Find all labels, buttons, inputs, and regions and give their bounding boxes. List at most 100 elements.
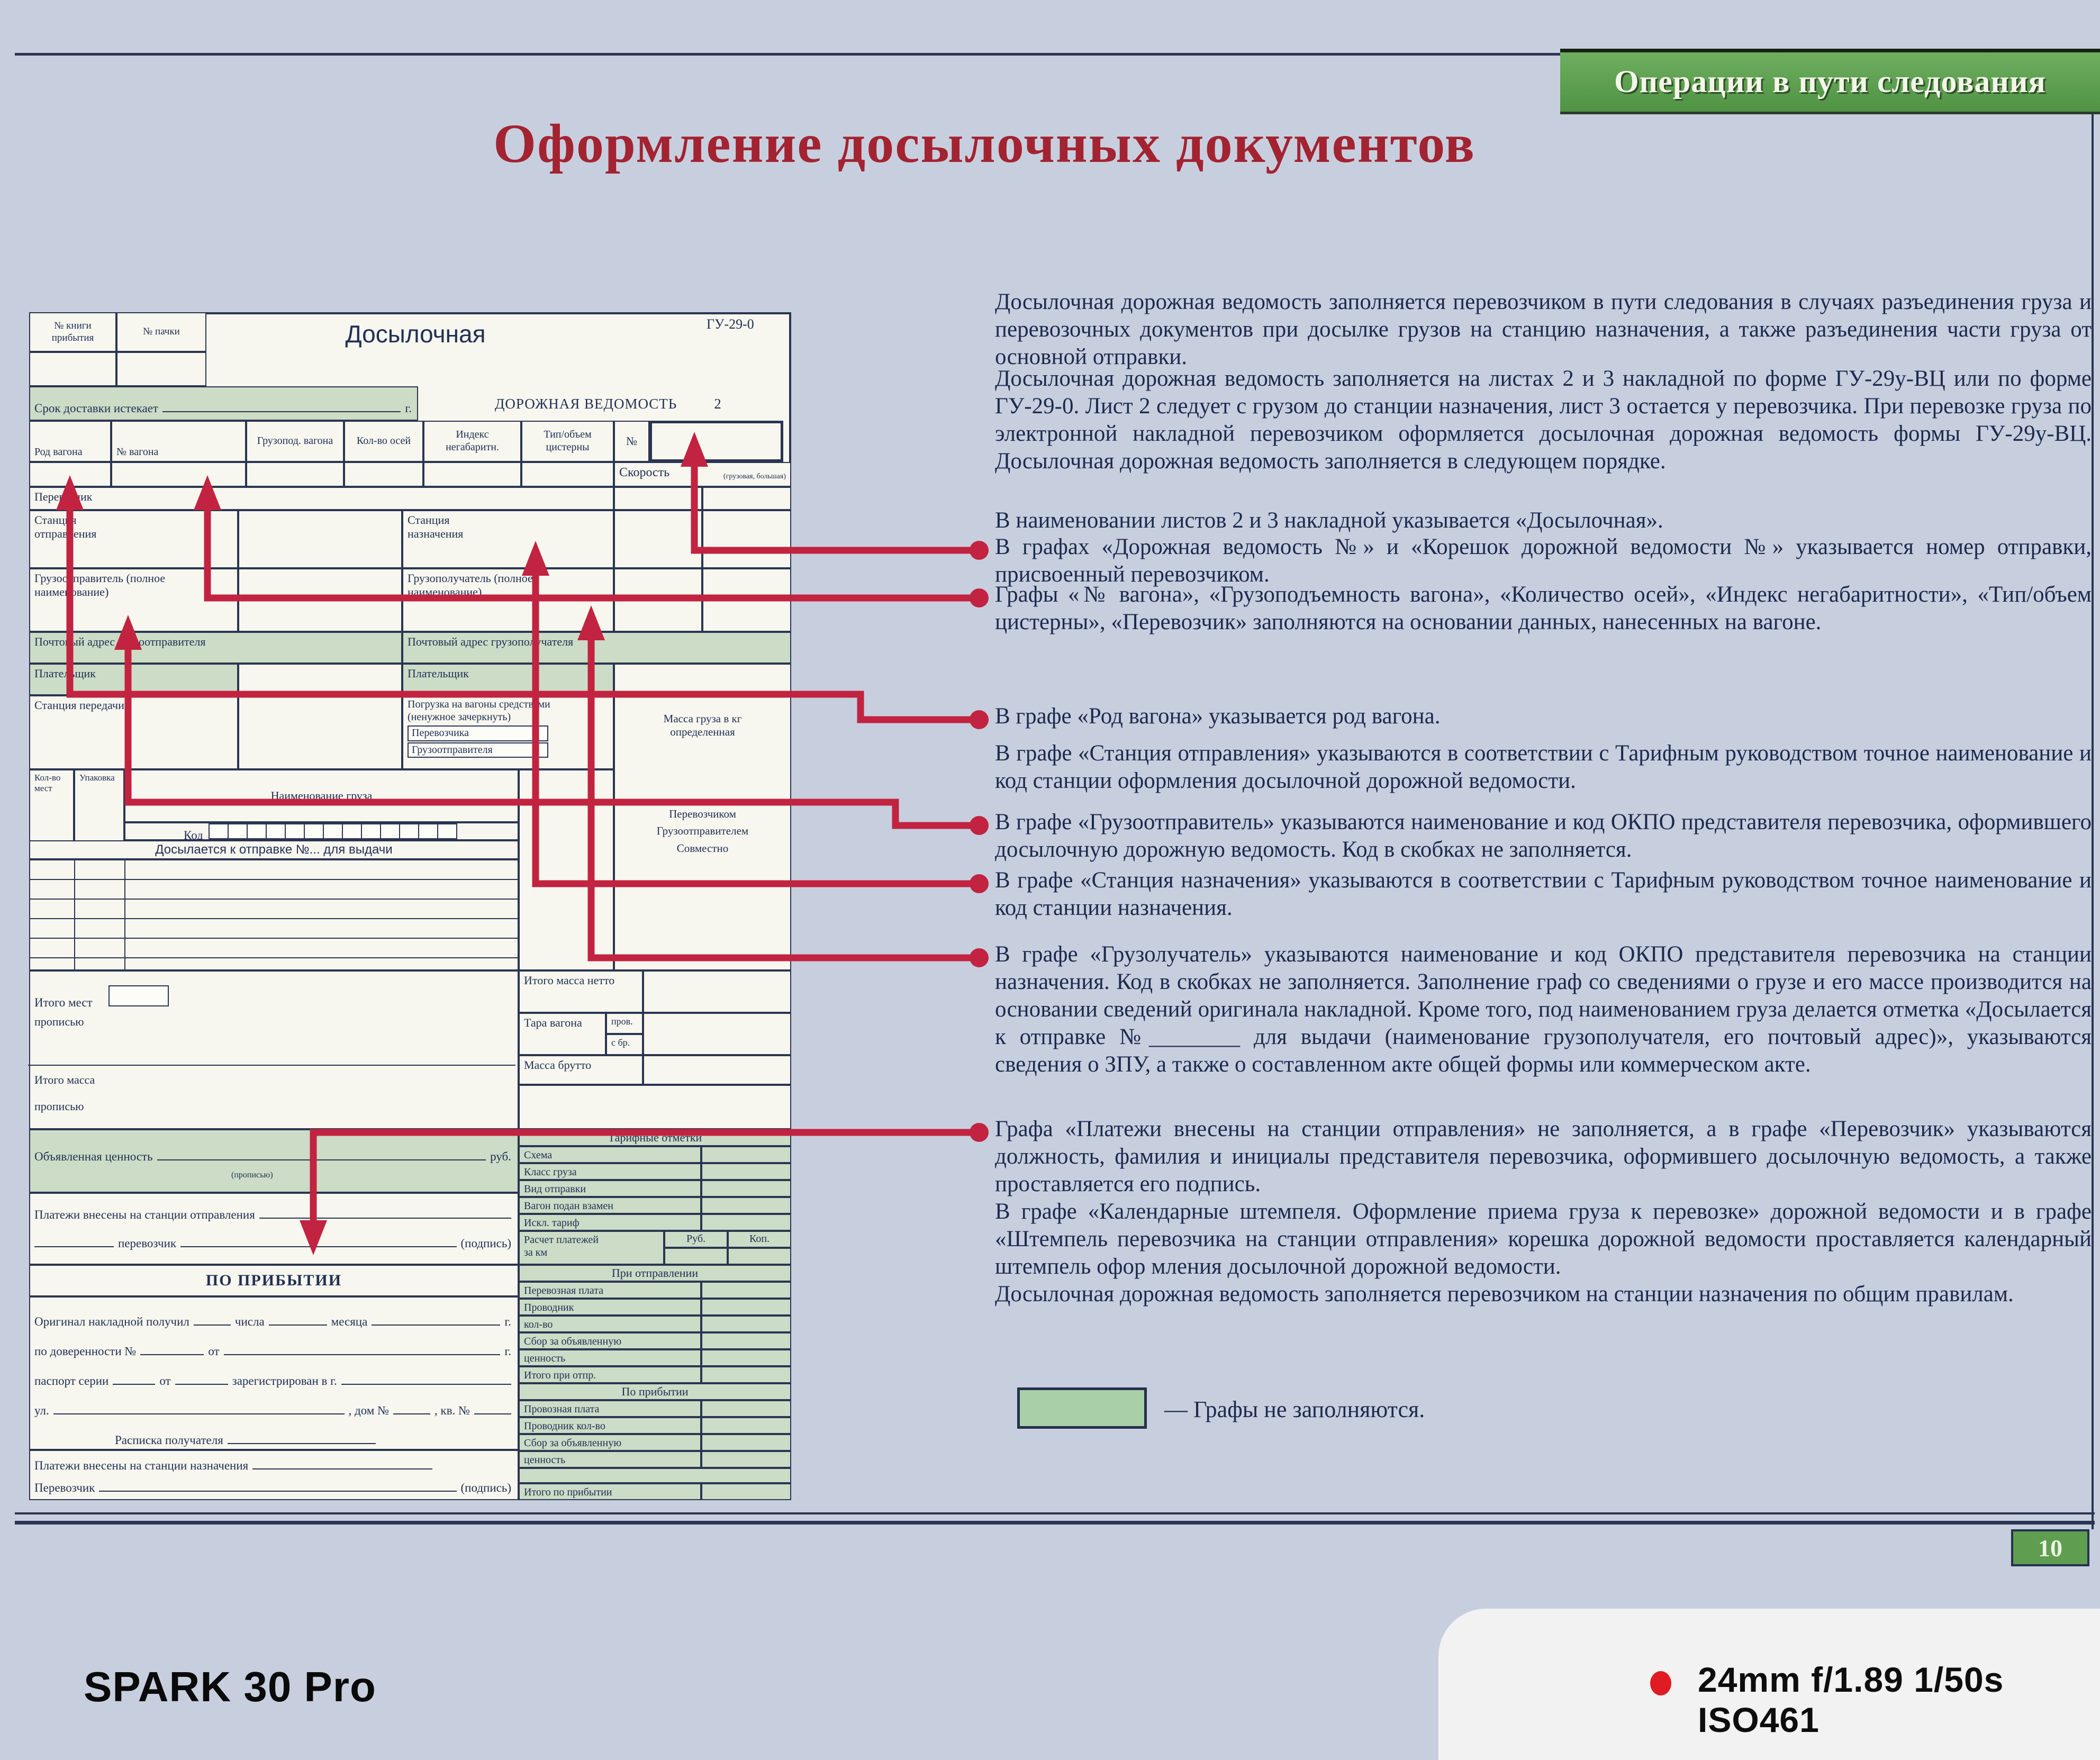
form-mass-by-carrier: Перевозчиком bbox=[669, 807, 736, 820]
form-rub-label: руб. bbox=[490, 1150, 511, 1163]
form-cell-empty bbox=[701, 1146, 791, 1163]
form-cell-empty bbox=[701, 1214, 791, 1231]
form-tare: Тара вагона bbox=[519, 1013, 606, 1055]
blank-line bbox=[113, 1372, 156, 1385]
form-arrival-declared-fee: Сбор за объявленную bbox=[519, 1434, 701, 1451]
form-cell-empty bbox=[614, 510, 702, 568]
form-cell-empty bbox=[701, 1282, 791, 1299]
form-cell-empty bbox=[423, 462, 521, 487]
form-goods-rows bbox=[29, 859, 519, 978]
blank-line bbox=[140, 1342, 204, 1355]
form-mass-title: Масса груза в кг bbox=[663, 712, 742, 725]
form-original-received: Оригинал накладной получил bbox=[34, 1315, 189, 1328]
form-payer-right: Плательщик bbox=[402, 664, 614, 695]
paragraph-naming: В наименовании листов 2 и 3 накладной ук… bbox=[995, 508, 1663, 533]
form-tare-sbr: с бр. bbox=[606, 1034, 643, 1055]
form-cell-empty bbox=[519, 1085, 791, 1129]
paragraph-stamps: В графе «Календарные штемпеля. Оформлени… bbox=[995, 1199, 2092, 1279]
form-arrival-declared-fee-2: ценность bbox=[519, 1451, 701, 1468]
form-conductor: Проводник bbox=[519, 1299, 701, 1316]
paragraph-dest-fill: Досылочная дорожная ведомость заполняетс… bbox=[995, 1282, 2014, 1307]
form-receipt-label: Расписка получателя bbox=[115, 1434, 223, 1447]
form-col-index: Индекс негабаритн. bbox=[423, 421, 521, 462]
blank-line bbox=[180, 1234, 457, 1247]
goods-divider bbox=[124, 860, 125, 973]
form-loading-label: Погрузка на вагоны средствами bbox=[408, 698, 550, 710]
form-freight-charge: Перевозная плата bbox=[519, 1282, 701, 1299]
blank-line bbox=[268, 1312, 327, 1326]
form-signature-label: (подпись) bbox=[460, 1237, 511, 1250]
form-cell-empty bbox=[702, 568, 791, 632]
form-wagon-replaced: Вагон подан взамен bbox=[519, 1197, 701, 1214]
total-places-box bbox=[108, 985, 169, 1006]
form-speed-label: Скорость bbox=[619, 466, 670, 479]
blank-line bbox=[474, 1401, 511, 1414]
legend-label: — Графы не заполняются. bbox=[1164, 1396, 1425, 1422]
goods-divider bbox=[74, 860, 75, 973]
form-proxy-label: по доверенности № bbox=[34, 1345, 137, 1358]
paragraph-shipper: В графе «Грузоотправитель» указываются н… bbox=[995, 810, 2092, 862]
totals-divider bbox=[28, 1065, 515, 1066]
bullet-dot bbox=[970, 710, 989, 729]
paragraph-wagon-columns: Графы «№ вагона», «Грузоподъемность ваго… bbox=[995, 582, 2092, 634]
form-payer-left: Плательщик bbox=[29, 664, 238, 695]
blank-line bbox=[223, 1342, 501, 1355]
form-cell-empty bbox=[701, 1197, 791, 1214]
form-dep-station-label: Станция отправления bbox=[34, 513, 97, 540]
blank-line bbox=[227, 1431, 376, 1444]
form-book-no-header: № книги прибытия bbox=[29, 312, 116, 352]
form-cell-empty bbox=[29, 352, 116, 386]
form-declared-fee-2: ценность bbox=[519, 1349, 701, 1366]
form-declared-label: Объявленная ценность bbox=[34, 1150, 153, 1163]
form-tariff-header: Тарифные отметки bbox=[519, 1129, 791, 1146]
form-cell-empty bbox=[344, 462, 423, 487]
code-boxes bbox=[208, 823, 457, 842]
form-forward-note: Досылается к отправке №... для выдачи bbox=[29, 840, 519, 859]
form-col-gruzopod: Грузопод. вагона bbox=[246, 421, 344, 462]
paragraph-forms: Досылочная дорожная ведомость заполняетс… bbox=[995, 366, 2092, 474]
form-scheme: Схема bbox=[519, 1146, 701, 1163]
blank-line bbox=[34, 1234, 114, 1247]
form-cell-empty bbox=[238, 695, 402, 769]
paragraph-station-dep: В графе «Станция отправления» указываютс… bbox=[995, 741, 2092, 793]
form-payment-calc-line2: за км bbox=[524, 1246, 548, 1258]
form-speed-cell: Скорость (грузовая, большая) bbox=[614, 462, 791, 487]
form-arrival-conductor: Проводник кол-во bbox=[519, 1417, 701, 1434]
form-cell-empty bbox=[701, 1483, 791, 1500]
form-shipper: Грузоотправитель (полное наименование) bbox=[29, 568, 238, 632]
form-delivery-year: г. bbox=[405, 402, 412, 415]
page-bottom-rule bbox=[15, 1512, 2095, 1514]
form-carrier-sign-label: перевозчик bbox=[118, 1237, 177, 1250]
form-excl-tariff: Искл. тариф bbox=[519, 1214, 701, 1231]
form-mass-cell: Масса груза в кг определенная Перевозчик… bbox=[614, 695, 791, 970]
form-cell-empty bbox=[519, 769, 614, 970]
paragraph-payments-block: Графа «Платежи внесены на станции отправ… bbox=[995, 1115, 2092, 1308]
blank-line bbox=[53, 1401, 345, 1414]
section-banner: Операции в пути следования bbox=[1560, 49, 2100, 114]
form-payments-dest-label: Платежи внесены на станции назначения bbox=[34, 1459, 249, 1472]
form-cell-empty bbox=[246, 462, 344, 487]
form-cell-empty bbox=[701, 1451, 791, 1468]
form-col-rod-vagona: Род вагона bbox=[29, 421, 111, 462]
blank-line bbox=[193, 1312, 231, 1326]
form-cell-empty bbox=[701, 1163, 791, 1180]
form-house-label: , дом № bbox=[348, 1404, 390, 1417]
form-consignee: Грузополучатель (полное наименование) bbox=[402, 568, 614, 632]
form-conductor-qty: кол-во bbox=[519, 1316, 701, 1332]
form-at-dispatch-header: При отправлении bbox=[519, 1265, 791, 1282]
form-loading-carrier-option: Перевозчика bbox=[408, 725, 548, 741]
form-cell-empty bbox=[614, 568, 702, 632]
form-cell-empty bbox=[614, 487, 702, 510]
form-cell-empty bbox=[614, 664, 791, 695]
form-payments-dep-label: Платежи внесены на станции отправления bbox=[34, 1208, 255, 1221]
form-code: ГУ-29-0 bbox=[707, 316, 754, 332]
bullet-dot bbox=[970, 541, 989, 560]
form-dest-station: Станция назначения bbox=[402, 510, 614, 568]
form-cell-empty bbox=[701, 1180, 791, 1197]
paragraph-station-dest: В графе «Станция назначения» указываются… bbox=[995, 868, 2092, 920]
form-loading-shipper-option: Грузоотправителя bbox=[408, 742, 548, 758]
form-cell-empty bbox=[29, 462, 111, 487]
page-top-rule bbox=[15, 53, 1560, 56]
form-total-on-arrival: Итого по прибытии bbox=[519, 1483, 701, 1500]
form-delivery-band: Срок доставки истекает г. bbox=[29, 386, 418, 421]
